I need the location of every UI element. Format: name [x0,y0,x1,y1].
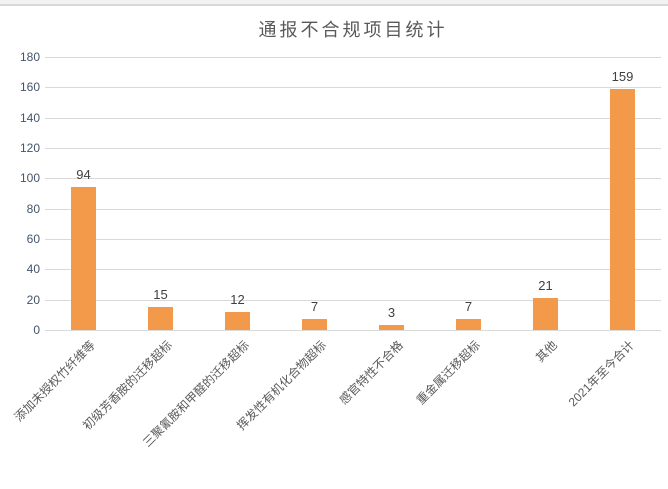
y-tick-label: 160 [19,80,40,95]
x-category-label: 感官特性不合格 [336,338,406,408]
bar-value-label: 159 [611,68,634,84]
window-top-border [0,0,668,6]
bar-value-label: 3 [387,305,396,321]
bar-3 [225,311,250,330]
x-category-label: 重金属迁移超标 [413,338,483,408]
gridline-y180 [45,57,661,58]
x-category-label: 挥发性有机化合物超标 [233,338,329,433]
y-tick-label: 120 [19,141,40,155]
gridline-y120 [45,148,661,149]
y-tick-label: 20 [26,292,40,307]
x-category-label: 其他 [532,338,560,365]
bar-value-label: 7 [310,299,319,315]
chart-title: 通报不合规项目统计 [258,20,448,40]
gridline-y0 [45,330,661,331]
gridline-y160 [45,87,661,89]
y-tick-label: 60 [26,232,40,246]
bar-8 [610,88,635,330]
bar-value-label: 15 [153,287,168,303]
y-tick-label: 0 [33,323,40,337]
y-tick-label: 80 [26,201,40,216]
bar-2 [148,307,173,330]
y-tick-label: 180 [19,50,40,64]
gridline-y80 [45,208,661,210]
bar-5 [379,325,404,330]
bar-7 [533,298,558,330]
gridline-y140 [45,117,661,119]
bar-1 [71,187,96,330]
bar-6 [456,319,481,330]
bar-value-label: 94 [76,167,91,183]
x-category-label: 添加未授权竹纤维等 [11,338,98,425]
gridline-y100 [45,178,661,180]
gridline-y20 [45,299,661,301]
plot-area [45,57,661,331]
bar-value-label: 21 [538,278,553,294]
bar-4 [302,319,327,330]
bar-value-label: 12 [230,291,245,307]
y-tick-label: 100 [19,171,40,186]
gridline-y40 [45,269,661,271]
bar-value-label: 7 [464,299,473,315]
x-category-label: 2021年至今合计 [565,338,637,410]
gridline-y60 [45,239,661,240]
y-tick-label: 40 [26,262,40,277]
y-tick-label: 140 [19,110,40,125]
